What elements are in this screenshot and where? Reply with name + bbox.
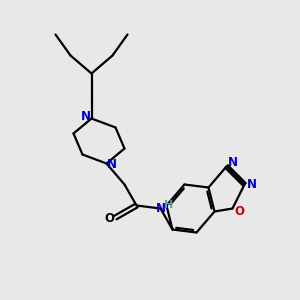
- Text: O: O: [234, 205, 244, 218]
- Text: O: O: [104, 212, 114, 226]
- Text: N: N: [247, 178, 257, 191]
- Text: N: N: [81, 110, 91, 124]
- Text: N: N: [228, 156, 238, 170]
- Text: N: N: [155, 202, 166, 215]
- Text: H: H: [164, 200, 173, 210]
- Text: N: N: [107, 158, 117, 172]
